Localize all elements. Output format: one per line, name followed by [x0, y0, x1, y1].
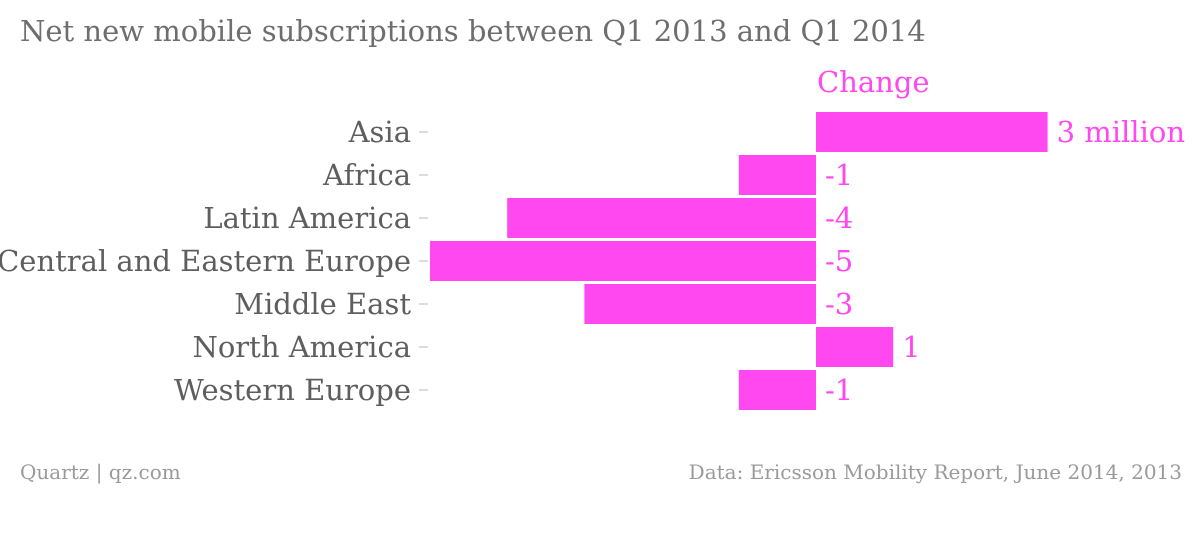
category-label: Central and Eastern Europe [0, 244, 411, 278]
footer-source: Data: Ericsson Mobility Report, June 201… [688, 460, 1182, 484]
data-label: -4 [825, 201, 853, 235]
bar [816, 327, 894, 367]
category-label: North America [192, 330, 411, 364]
bar [816, 112, 1048, 152]
data-label: 1 [902, 330, 920, 364]
category-label: Africa [322, 158, 411, 192]
footer-credit: Quartz | qz.com [20, 460, 181, 484]
data-label: -1 [825, 373, 853, 407]
bar [738, 370, 816, 410]
category-label: Asia [348, 115, 411, 149]
data-label: -5 [825, 244, 853, 278]
column-header: Change [817, 65, 930, 99]
bar [430, 241, 816, 281]
category-label: Western Europe [174, 373, 411, 407]
bar [507, 198, 816, 238]
data-label: -1 [825, 158, 853, 192]
data-label: 3 million [1057, 115, 1185, 149]
chart-title: Net new mobile subscriptions between Q1 … [20, 14, 926, 48]
bar [584, 284, 816, 324]
bar [738, 155, 816, 195]
data-label: -3 [825, 287, 853, 321]
category-label: Middle East [234, 287, 411, 321]
category-label: Latin America [203, 201, 411, 235]
